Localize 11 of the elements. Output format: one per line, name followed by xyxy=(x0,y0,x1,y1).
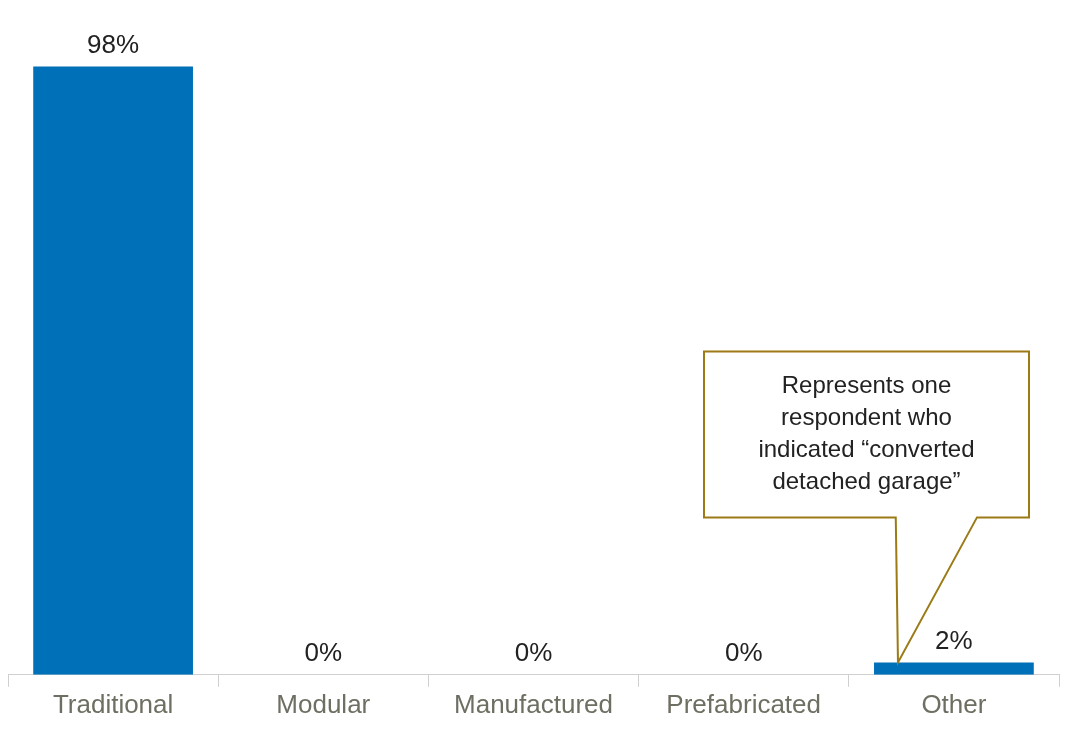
x-tick-label: Traditional xyxy=(52,688,174,719)
x-tick-label: Other xyxy=(921,688,987,719)
x-tick-label: Prefabricated xyxy=(666,688,822,719)
data-label: 0% xyxy=(304,636,343,667)
x-tick-label: Manufactured xyxy=(454,688,613,719)
data-label: 98% xyxy=(87,28,140,59)
annotation: Represents one respondent who indicated “converted detached garage” xyxy=(758,371,975,495)
data-label: 2% xyxy=(935,624,973,655)
data-label: 0% xyxy=(724,636,763,667)
x-tick-label: Modular xyxy=(276,688,371,719)
data-label: 0% xyxy=(514,636,553,667)
